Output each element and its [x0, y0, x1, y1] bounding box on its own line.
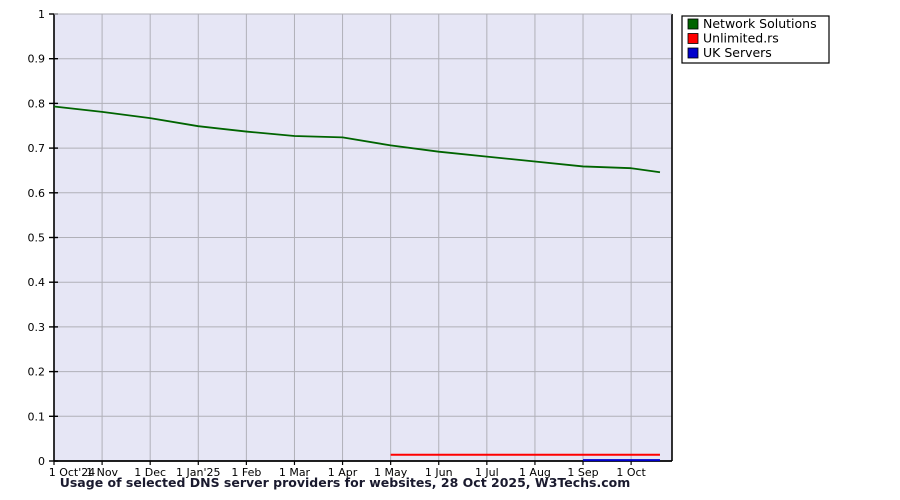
y-tick-label: 0.4: [28, 276, 46, 289]
legend-label: UK Servers: [703, 45, 772, 60]
x-axis-ticks: 1 Oct'241 Nov 1 Dec 1 Jan'25 1 Feb 1 Mar 1 Ap…: [49, 461, 647, 479]
x-tick-label: 1 May: [374, 466, 408, 479]
y-tick-label: 0.5: [28, 232, 46, 245]
legend-swatch: [687, 18, 699, 30]
chart-caption: Usage of selected DNS server providers f…: [60, 475, 631, 490]
x-tick-label: 1 Jan'25: [176, 466, 220, 479]
legend-swatch: [687, 47, 699, 59]
legend-label: Unlimited.rs: [703, 31, 779, 46]
series-lines: [53, 105, 661, 462]
y-tick-label: 0.9: [28, 53, 46, 66]
y-tick-label: 0.2: [28, 366, 46, 379]
y-tick-label: 0.3: [28, 321, 46, 334]
legend-box: [681, 15, 830, 64]
x-tick-label: 1 Feb: [231, 466, 261, 479]
legend-swatch: [687, 33, 699, 44]
y-tick-label: 0.7: [28, 142, 46, 155]
x-tick-label: 1 Apr: [328, 466, 358, 479]
horizontal-gridlines: [54, 13, 672, 417]
x-tick-label: 1 Dec: [134, 466, 166, 479]
vertical-gridlines: [101, 14, 632, 461]
x-tick-label: 1 Nov: [86, 466, 118, 479]
y-tick-label: 0.1: [28, 410, 46, 423]
series-line-network-solutions: [53, 105, 661, 174]
y-tick-label: 0.6: [28, 187, 46, 200]
legend-label: Network Solutions: [703, 16, 817, 31]
x-tick-label: 1 Jun: [425, 466, 453, 479]
x-tick-label: 1 Sep: [567, 466, 598, 479]
x-tick-label: 1 Oct'24: [49, 466, 96, 479]
x-tick-label: 1 Aug: [519, 466, 551, 479]
y-tick-label: 0: [38, 455, 45, 468]
x-tick-label: 1 Oct: [616, 466, 646, 479]
y-tick-label: 1: [38, 8, 45, 21]
x-tick-label: 1 Jul: [475, 466, 499, 479]
y-tick-label: 0.8: [28, 97, 46, 110]
x-tick-label: 1 Mar: [279, 466, 311, 479]
